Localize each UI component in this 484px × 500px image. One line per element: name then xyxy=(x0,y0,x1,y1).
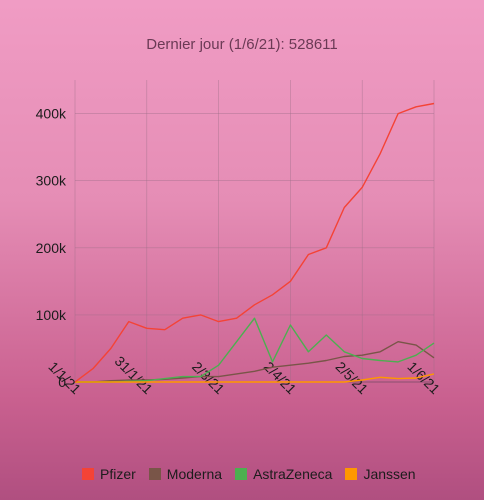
x-axis: 1/1/21 31/1/21 2/3/21 2/4/21 2/5/21 1/6/21 xyxy=(45,353,443,397)
legend-item-pfizer[interactable]: Pfizer xyxy=(82,466,136,482)
y-axis: 0 100k 200k 300k 400k xyxy=(36,106,67,390)
series-line-moderna xyxy=(75,341,435,383)
legend-label: Moderna xyxy=(166,466,223,482)
y-tick-label: 300k xyxy=(36,173,67,189)
legend-label: Janssen xyxy=(363,466,416,482)
grid xyxy=(74,80,435,383)
legend-item-astrazeneca[interactable]: AstraZeneca xyxy=(235,466,332,482)
x-tick-label: 31/1/21 xyxy=(112,353,156,397)
series-line-astrazeneca xyxy=(75,317,435,383)
legend-item-janssen[interactable]: Janssen xyxy=(345,466,416,482)
x-tick-label: 2/5/21 xyxy=(333,358,372,397)
legend-item-moderna[interactable]: Moderna xyxy=(148,466,223,482)
y-tick-label: 400k xyxy=(36,106,67,122)
y-tick-label: 100k xyxy=(36,307,67,323)
series-line-janssen xyxy=(75,373,435,383)
legend: Pfizer Moderna AstraZeneca Janssen xyxy=(82,465,429,483)
legend-swatch xyxy=(148,468,161,480)
legend-swatch xyxy=(82,468,94,480)
series-line-pfizer xyxy=(74,102,435,383)
legend-swatch xyxy=(345,468,358,480)
plot-area xyxy=(74,102,435,383)
x-tick-label: 1/1/21 xyxy=(45,358,84,397)
legend-label: Pfizer xyxy=(100,466,136,482)
y-tick-label: 0 xyxy=(58,374,66,390)
legend-label: AstraZeneca xyxy=(253,466,333,482)
x-tick-label: 2/3/21 xyxy=(189,358,228,397)
y-tick-label: 200k xyxy=(36,240,67,256)
chart-title: Dernier jour (1/6/21): 528611 xyxy=(146,36,338,53)
legend-swatch xyxy=(235,468,248,480)
